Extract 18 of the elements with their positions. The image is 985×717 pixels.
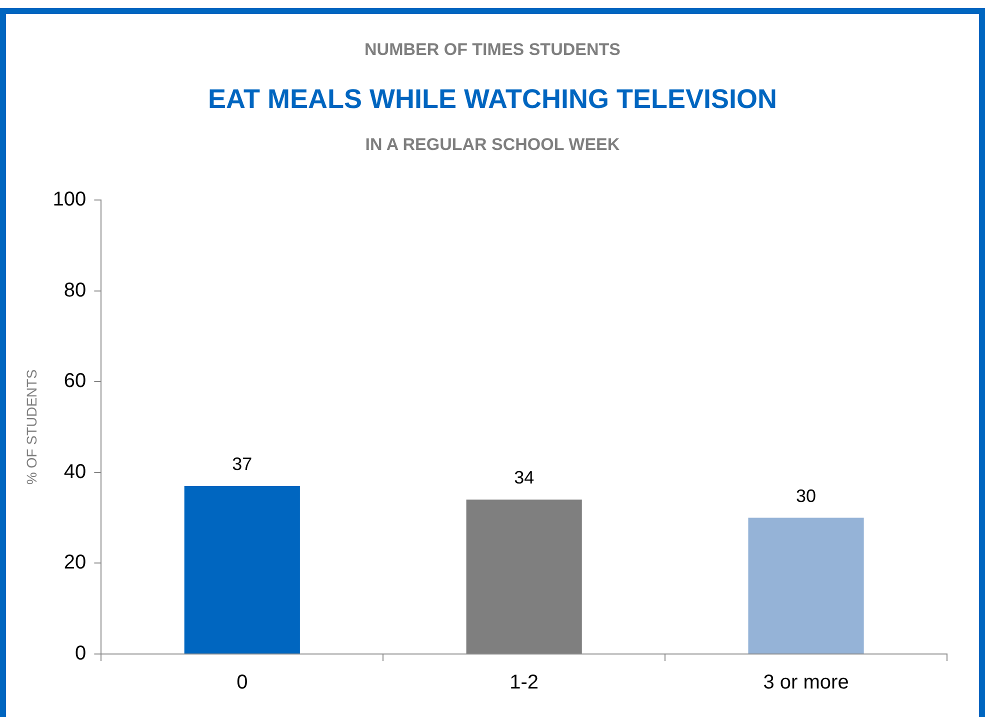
- x-tick-label: 1-2: [510, 672, 539, 694]
- chart-subtitle: IN A REGULAR SCHOOL WEEK: [364, 135, 621, 155]
- bar: [184, 486, 300, 654]
- x-tick-label: 0: [236, 672, 248, 694]
- y-tick-label: 100: [52, 188, 86, 211]
- chart-title: EAT MEALS WHILE WATCHING TELEVISION: [207, 84, 778, 115]
- y-tick-label: 40: [64, 460, 86, 483]
- data-label: 34: [514, 468, 534, 488]
- y-tick-label: 60: [64, 370, 86, 392]
- text: NUMBER OF TIMES STUDENTS: [364, 40, 622, 60]
- y-tick-label: 20: [64, 552, 86, 574]
- y-tick-label: 0: [75, 642, 86, 665]
- y-tick-label: 80: [64, 279, 86, 302]
- data-label: 37: [232, 454, 252, 474]
- y-axis-title: % OF STUDENTS: [23, 369, 40, 485]
- bar: [748, 518, 864, 654]
- x-tick-label: 3 or more: [763, 672, 849, 694]
- data-label: 30: [796, 486, 816, 506]
